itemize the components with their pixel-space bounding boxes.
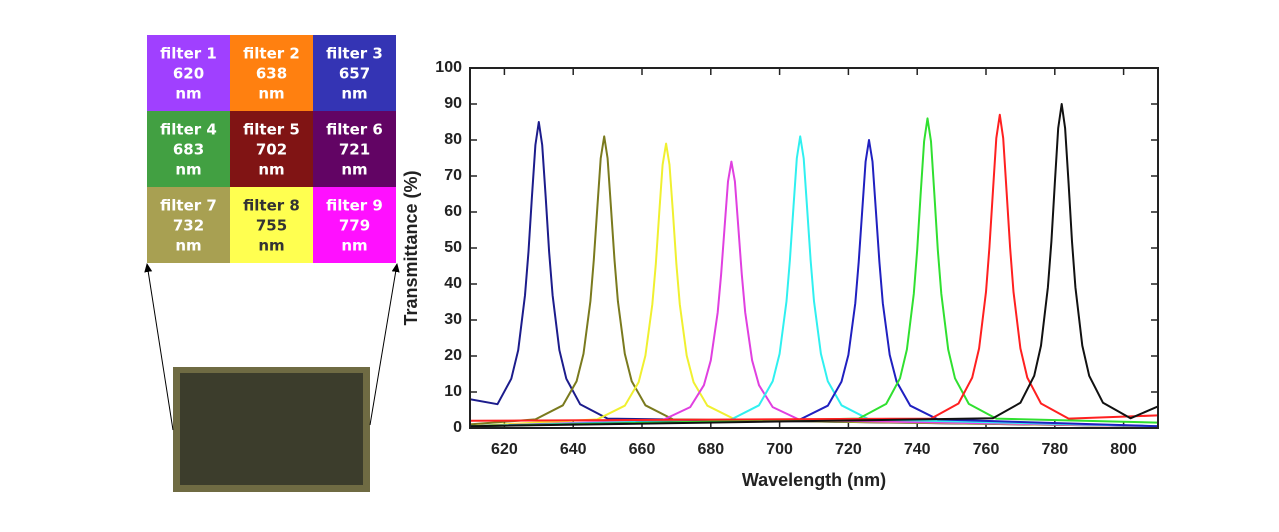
filter-wavelength: 620 (173, 65, 204, 83)
x-tick-label: 720 (835, 441, 862, 458)
filter-label: filter 1 (160, 45, 217, 63)
filter-cell (313, 187, 396, 263)
y-tick-label: 30 (444, 311, 462, 328)
filter-wavelength: 638 (256, 65, 287, 83)
filter-unit: nm (175, 85, 201, 103)
filter-label: filter 8 (243, 197, 300, 215)
filter-grid: filter 1 620 nm filter 2 638 nm filter 3 657 nm f… (147, 35, 396, 263)
filter-label: filter 2 (243, 45, 300, 63)
filter-cell (147, 111, 230, 187)
y-tick-label: 0 (453, 419, 462, 436)
series-line (470, 139, 1158, 428)
filter-wavelength: 721 (339, 141, 370, 159)
series-line (470, 121, 1158, 428)
filter-cell (313, 111, 396, 187)
series-line (470, 142, 1158, 428)
filter-cell (230, 35, 313, 111)
series-line (470, 103, 1158, 428)
filter-wavelength: 755 (256, 217, 287, 235)
filter-cell (230, 111, 313, 187)
x-tick-label: 740 (904, 441, 931, 458)
filter-unit: nm (258, 161, 284, 179)
x-tick-label: 620 (491, 441, 518, 458)
filter-wavelength: 657 (339, 65, 370, 83)
filter-unit: nm (258, 237, 284, 255)
y-tick-label: 40 (444, 275, 462, 292)
chip (180, 373, 363, 485)
filter-label: filter 3 (326, 45, 383, 63)
series-line (470, 160, 1158, 428)
filter-unit: nm (341, 237, 367, 255)
chart: 0 10 20 30 40 50 60 70 80 90 100 620 640 660 680 700 720… (401, 59, 1159, 490)
filter-cell (313, 35, 396, 111)
y-tick-label: 70 (444, 167, 462, 184)
y-tick-label: 60 (444, 203, 462, 220)
y-tick-label: 90 (444, 95, 462, 112)
filter-unit: nm (175, 161, 201, 179)
filter-wavelength: 683 (173, 141, 204, 159)
filter-label: filter 6 (326, 121, 383, 139)
filter-cell (147, 187, 230, 263)
arrow (144, 263, 174, 431)
y-axis-label: Transmittance (%) (401, 170, 421, 325)
y-tick-label: 50 (444, 239, 462, 256)
y-tick-label: 20 (444, 347, 462, 364)
filter-unit: nm (341, 85, 367, 103)
y-tick-label: 10 (444, 383, 462, 400)
filter-wavelength: 732 (173, 217, 204, 235)
filter-cell (147, 35, 230, 111)
filter-unit: nm (258, 85, 284, 103)
filter-label: filter 7 (160, 197, 217, 215)
x-tick-label: 700 (766, 441, 793, 458)
arrow (369, 263, 400, 426)
y-tick-label: 80 (444, 131, 462, 148)
x-tick-label: 800 (1110, 441, 1137, 458)
filter-unit: nm (175, 237, 201, 255)
filter-cell (230, 187, 313, 263)
filter-wavelength: 779 (339, 217, 370, 235)
series-line (470, 113, 1158, 422)
x-axis-label: Wavelength (nm) (742, 470, 886, 490)
x-tick-label: 660 (629, 441, 656, 458)
x-tick-label: 680 (697, 441, 724, 458)
filter-label: filter 5 (243, 121, 300, 139)
plot-frame (469, 67, 1159, 429)
x-tick-label: 640 (560, 441, 587, 458)
filter-wavelength: 702 (256, 141, 287, 159)
filter-unit: nm (341, 161, 367, 179)
filter-label: filter 9 (326, 197, 383, 215)
series-line (470, 135, 1158, 428)
series-line (470, 135, 1158, 428)
x-tick-label: 760 (973, 441, 1000, 458)
x-tick-label: 780 (1041, 441, 1068, 458)
filter-label: filter 4 (160, 121, 217, 139)
y-tick-label: 100 (435, 59, 462, 76)
series-line (470, 117, 1158, 428)
